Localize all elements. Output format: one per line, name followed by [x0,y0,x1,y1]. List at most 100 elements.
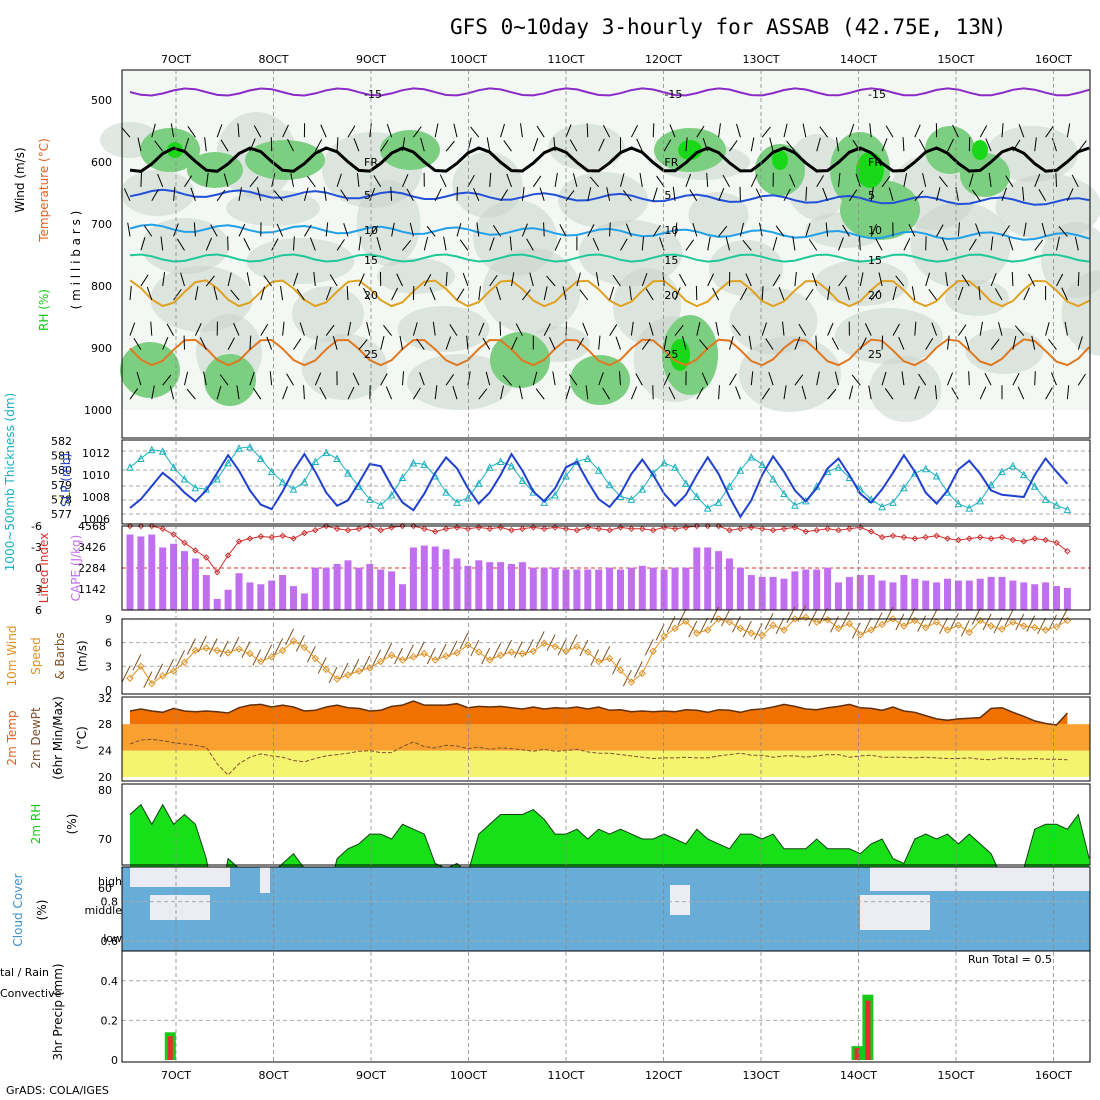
rh2m-area [130,804,1090,918]
wind10-barb [404,644,414,662]
wind-barb [648,322,654,336]
wind10-unit: (m/s) [75,640,89,671]
wind-barb [162,374,172,386]
thickness-point [147,445,156,454]
wind-barb [945,272,948,287]
wind-barb [336,137,339,152]
wind-barb [1012,372,1020,386]
cape-bar [540,567,548,610]
wind10-point [693,629,701,637]
lifted-point [312,526,319,534]
wind-barb [852,139,861,152]
wind-barb [121,126,131,138]
wind-barb [347,321,352,336]
wind10-barb [208,638,218,655]
wind10-barb [426,647,436,665]
wind-barb [834,371,839,386]
wind-barb [825,222,829,237]
lifted-point [1064,547,1071,555]
temp2m-tick: 32 [98,692,112,705]
wind-barb [984,372,992,386]
wind-barb [489,172,492,187]
wind-barb [303,187,309,201]
lifted-point [595,525,602,533]
wind-barb [858,236,861,251]
wind10-point [518,649,527,658]
isotherm-label: 15 [664,254,678,267]
wind-barb [193,222,196,237]
wind10-point [605,654,614,663]
wind-barb [918,373,927,386]
wind-barb [380,139,389,152]
cape-bar [824,567,832,610]
wind10-point [573,642,581,651]
wind-barb [1050,372,1057,386]
wind10-barb [546,634,556,651]
cape-bar [736,567,744,610]
cape-panel [121,525,1091,611]
lifted-point [737,525,744,533]
wind10-point [954,621,963,629]
wind-barb [816,175,825,188]
precip-tick: 0 [111,1054,118,1067]
cape-bar [780,578,788,610]
wind-barb [772,274,781,287]
cape-bar [1053,586,1060,610]
wind10-point [943,626,952,634]
lifted-point [224,552,232,559]
wind-barb [503,140,512,152]
wind-barb [707,273,714,287]
rh-contour-fill [356,180,421,266]
wind10-barb [459,632,469,650]
cape-bar [758,576,766,610]
cape-bar [715,551,723,610]
wind-barb [332,336,338,350]
wind10-barb [492,643,502,660]
wind-barb [452,385,458,400]
cape-bar [693,547,701,610]
wind-barb [961,274,970,287]
slp-line [129,452,1069,519]
cape-bar [933,582,941,610]
wind-barb [445,336,452,350]
wind-barb [423,274,432,287]
lifted-point [562,525,570,533]
wind-barb [269,371,273,386]
wind-barb [184,175,193,188]
cape-bar [290,586,297,610]
lifted-point [769,526,777,534]
wind10-barb [775,617,785,635]
wind-barb [467,174,475,188]
wind-barb [1048,338,1057,350]
wind-barb [630,124,639,138]
wind-barb [1011,271,1014,287]
lifted-point [987,535,995,542]
wind-barb [227,272,232,287]
rh-contour-fill [482,248,581,334]
wind-barb [396,273,403,287]
wind-barb [243,238,251,251]
wind10-point [911,616,919,625]
wind-barb [625,223,632,237]
wind-barb [353,138,360,152]
wind-barb [870,289,880,301]
wind-barb [972,189,981,202]
thickness-point [278,477,287,486]
wind-barb [988,172,992,187]
wind-barb [205,172,209,187]
pressure-tick: 500 [91,94,112,107]
wind-barb [252,387,262,400]
wind-barb [838,172,841,187]
wind-barb [761,322,767,336]
wind10-point [878,620,886,629]
lifted-point [355,525,363,533]
wind-barb [456,288,465,301]
wind-barb [532,138,539,152]
wind10-point [562,647,570,655]
wind-barb [674,222,678,237]
wind10-barb [274,638,284,655]
wind-barb [520,123,523,138]
wind-barb [794,336,801,350]
wind-barb [478,388,488,400]
lifted-line [130,525,1068,574]
